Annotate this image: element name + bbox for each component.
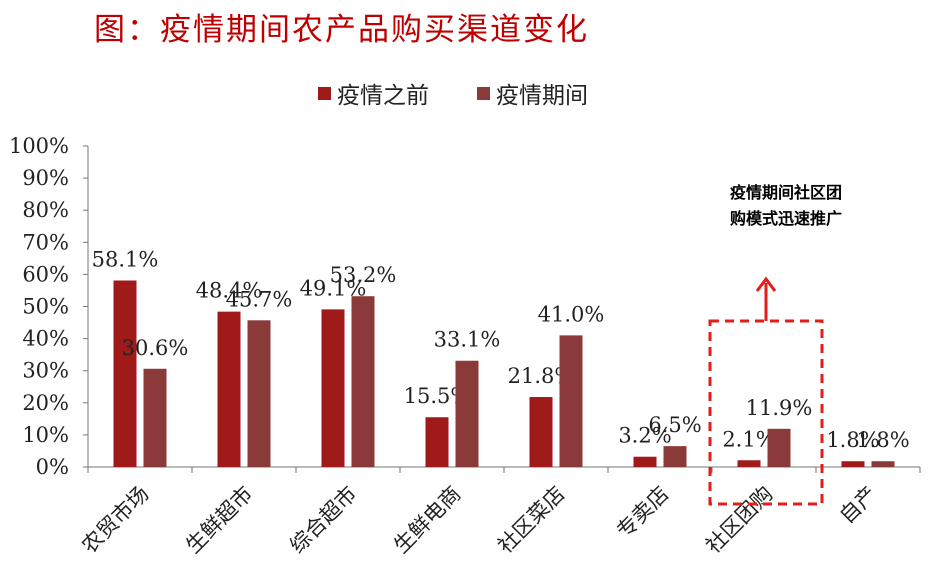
bar-during bbox=[455, 360, 479, 467]
bar-before bbox=[529, 397, 553, 467]
data-label-during: 1.8% bbox=[856, 428, 909, 452]
bar-during bbox=[143, 368, 167, 467]
arrow-head-icon bbox=[755, 276, 777, 292]
annotation-line-1: 疫情期间社区团 bbox=[729, 183, 842, 202]
legend-label-during: 疫情期间 bbox=[496, 83, 588, 109]
bar-before bbox=[737, 460, 761, 467]
legend-item-during: 疫情期间 bbox=[477, 76, 588, 110]
category-label: 综合超市 bbox=[285, 482, 361, 558]
bar-before bbox=[321, 309, 345, 467]
bar-before bbox=[425, 417, 449, 467]
legend-swatch-before bbox=[318, 86, 331, 100]
bar-before bbox=[113, 280, 137, 467]
y-tick-label: 10% bbox=[22, 423, 69, 447]
y-tick-label: 40% bbox=[22, 327, 69, 351]
bar-during bbox=[559, 335, 583, 467]
data-label-during: 33.1% bbox=[434, 328, 501, 352]
bar-during bbox=[663, 446, 687, 467]
legend-label-before: 疫情之前 bbox=[337, 83, 429, 109]
y-tick-label: 30% bbox=[22, 359, 69, 383]
annotation-line-2: 购模式迅速推广 bbox=[729, 209, 842, 228]
category-label: 生鲜电商 bbox=[389, 482, 465, 558]
y-tick-label: 100% bbox=[9, 134, 69, 158]
category-label: 社区菜店 bbox=[493, 482, 569, 558]
bar-before bbox=[633, 456, 657, 467]
legend-swatch-during bbox=[477, 86, 490, 100]
data-label-during: 53.2% bbox=[330, 263, 397, 287]
data-label-during: 30.6% bbox=[122, 336, 189, 360]
category-label: 农贸市场 bbox=[77, 482, 153, 558]
y-tick-label: 20% bbox=[22, 391, 69, 415]
chart-title: 图：疫情期间农产品购买渠道变化 bbox=[94, 12, 589, 48]
y-tick-label: 50% bbox=[22, 295, 69, 319]
data-label-before: 3.2% bbox=[618, 424, 671, 448]
bar-before bbox=[841, 461, 865, 467]
y-tick-label: 0% bbox=[36, 455, 69, 479]
data-label-before: 2.1% bbox=[722, 427, 775, 451]
category-label: 自产 bbox=[835, 482, 882, 529]
data-label-before: 58.1% bbox=[92, 247, 159, 271]
legend-item-before: 疫情之前 bbox=[318, 76, 429, 110]
y-tick-label: 70% bbox=[22, 230, 69, 254]
bar-during bbox=[247, 320, 271, 467]
annotation-text: 疫情期间社区团 购模式迅速推广 bbox=[706, 180, 866, 232]
bar-during bbox=[871, 461, 895, 467]
highlight-box bbox=[708, 319, 824, 506]
data-label-during: 45.7% bbox=[226, 287, 293, 311]
bar-during bbox=[351, 296, 375, 467]
y-tick-label: 90% bbox=[22, 166, 69, 190]
data-label-before: 1.8% bbox=[826, 428, 879, 452]
data-label-during: 11.9% bbox=[746, 396, 813, 420]
legend: 疫情之前 疫情期间 bbox=[318, 76, 636, 110]
y-tick-label: 80% bbox=[22, 198, 69, 222]
data-label-during: 41.0% bbox=[538, 302, 605, 326]
category-label: 社区团购 bbox=[701, 482, 777, 558]
y-tick-label: 60% bbox=[22, 262, 69, 286]
data-label-before: 48.4% bbox=[196, 279, 263, 303]
bar-during bbox=[767, 428, 791, 467]
category-label: 专卖店 bbox=[612, 482, 674, 544]
category-label: 生鲜超市 bbox=[181, 482, 257, 558]
data-label-during: 6.5% bbox=[648, 413, 701, 437]
bar-before bbox=[217, 311, 241, 467]
